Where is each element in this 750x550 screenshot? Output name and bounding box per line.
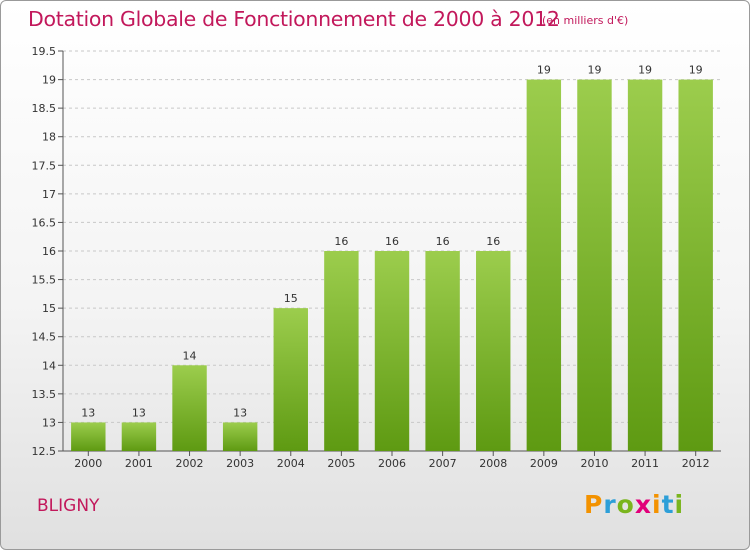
bar-2010 (577, 79, 612, 452)
y-tick-label: 16.5 (32, 216, 57, 229)
x-tick-label: 2010 (580, 457, 608, 470)
bar-2008 (476, 251, 511, 451)
x-tick-label: 2012 (682, 457, 710, 470)
logo-letter: o (616, 490, 635, 519)
x-tick-label: 2000 (74, 457, 102, 470)
data-label-2010: 19 (587, 64, 601, 77)
x-tick-label: 2003 (226, 457, 254, 470)
bar-2009 (526, 79, 562, 452)
x-tick-label: 2006 (378, 457, 406, 470)
x-tick-label: 2001 (125, 457, 153, 470)
logo-letter: i (674, 490, 685, 519)
bar-2003 (222, 422, 258, 451)
bar-2002 (172, 365, 207, 451)
data-label-2012: 19 (689, 64, 703, 77)
y-tick-label: 18.5 (32, 102, 57, 115)
y-tick-label: 17.5 (32, 159, 57, 172)
logo-letter: i (652, 490, 662, 519)
x-tick-label: 2004 (277, 457, 305, 470)
data-label-2001: 13 (132, 406, 146, 419)
bar-2011 (627, 79, 663, 452)
y-tick-label: 18 (42, 131, 56, 144)
x-tick-label: 2009 (530, 457, 558, 470)
bar-2001 (121, 422, 157, 451)
bar-2004 (273, 308, 308, 451)
bar-2007 (425, 251, 460, 451)
data-label-2000: 13 (81, 406, 95, 419)
x-tick-label: 2005 (327, 457, 355, 470)
x-tick-label: 2011 (631, 457, 659, 470)
y-tick-label: 19 (42, 74, 56, 87)
bar-2012 (678, 79, 713, 452)
y-tick-label: 15.5 (32, 274, 57, 287)
y-tick-label: 16 (42, 245, 56, 258)
data-label-2011: 19 (638, 64, 652, 77)
y-tick-label: 19.5 (32, 45, 57, 58)
chart-unit-note: (en milliers d'€) (542, 14, 629, 27)
data-label-2005: 16 (334, 235, 348, 248)
logo-letter: t (661, 490, 675, 519)
proxiti-logo[interactable]: Proxiti (584, 490, 684, 519)
logo-letter: x (634, 490, 652, 519)
y-tick-label: 13 (42, 416, 56, 429)
logo-letter: r (603, 490, 617, 519)
chart-title: Dotation Globale de Fonctionnement de 20… (28, 7, 560, 31)
bar-2006 (374, 251, 410, 451)
data-label-2008: 16 (486, 235, 500, 248)
y-tick-label: 14.5 (32, 331, 57, 344)
logo-letter: P (584, 490, 604, 519)
data-label-2006: 16 (385, 235, 399, 248)
y-tick-label: 17 (42, 188, 56, 201)
data-label-2004: 15 (284, 292, 298, 305)
y-tick-label: 15 (42, 302, 56, 315)
commune-name: BLIGNY (37, 496, 100, 516)
y-tick-label: 13.5 (32, 388, 57, 401)
data-label-2007: 16 (436, 235, 450, 248)
data-label-2003: 13 (233, 406, 247, 419)
bar-2005 (324, 251, 359, 451)
x-tick-label: 2007 (429, 457, 457, 470)
bar-2000 (71, 422, 106, 451)
x-tick-label: 2002 (176, 457, 204, 470)
x-tick-label: 2008 (479, 457, 507, 470)
data-label-2009: 19 (537, 64, 551, 77)
data-label-2002: 14 (183, 349, 197, 362)
y-tick-label: 14 (42, 359, 56, 372)
y-tick-label: 12.5 (32, 445, 57, 458)
